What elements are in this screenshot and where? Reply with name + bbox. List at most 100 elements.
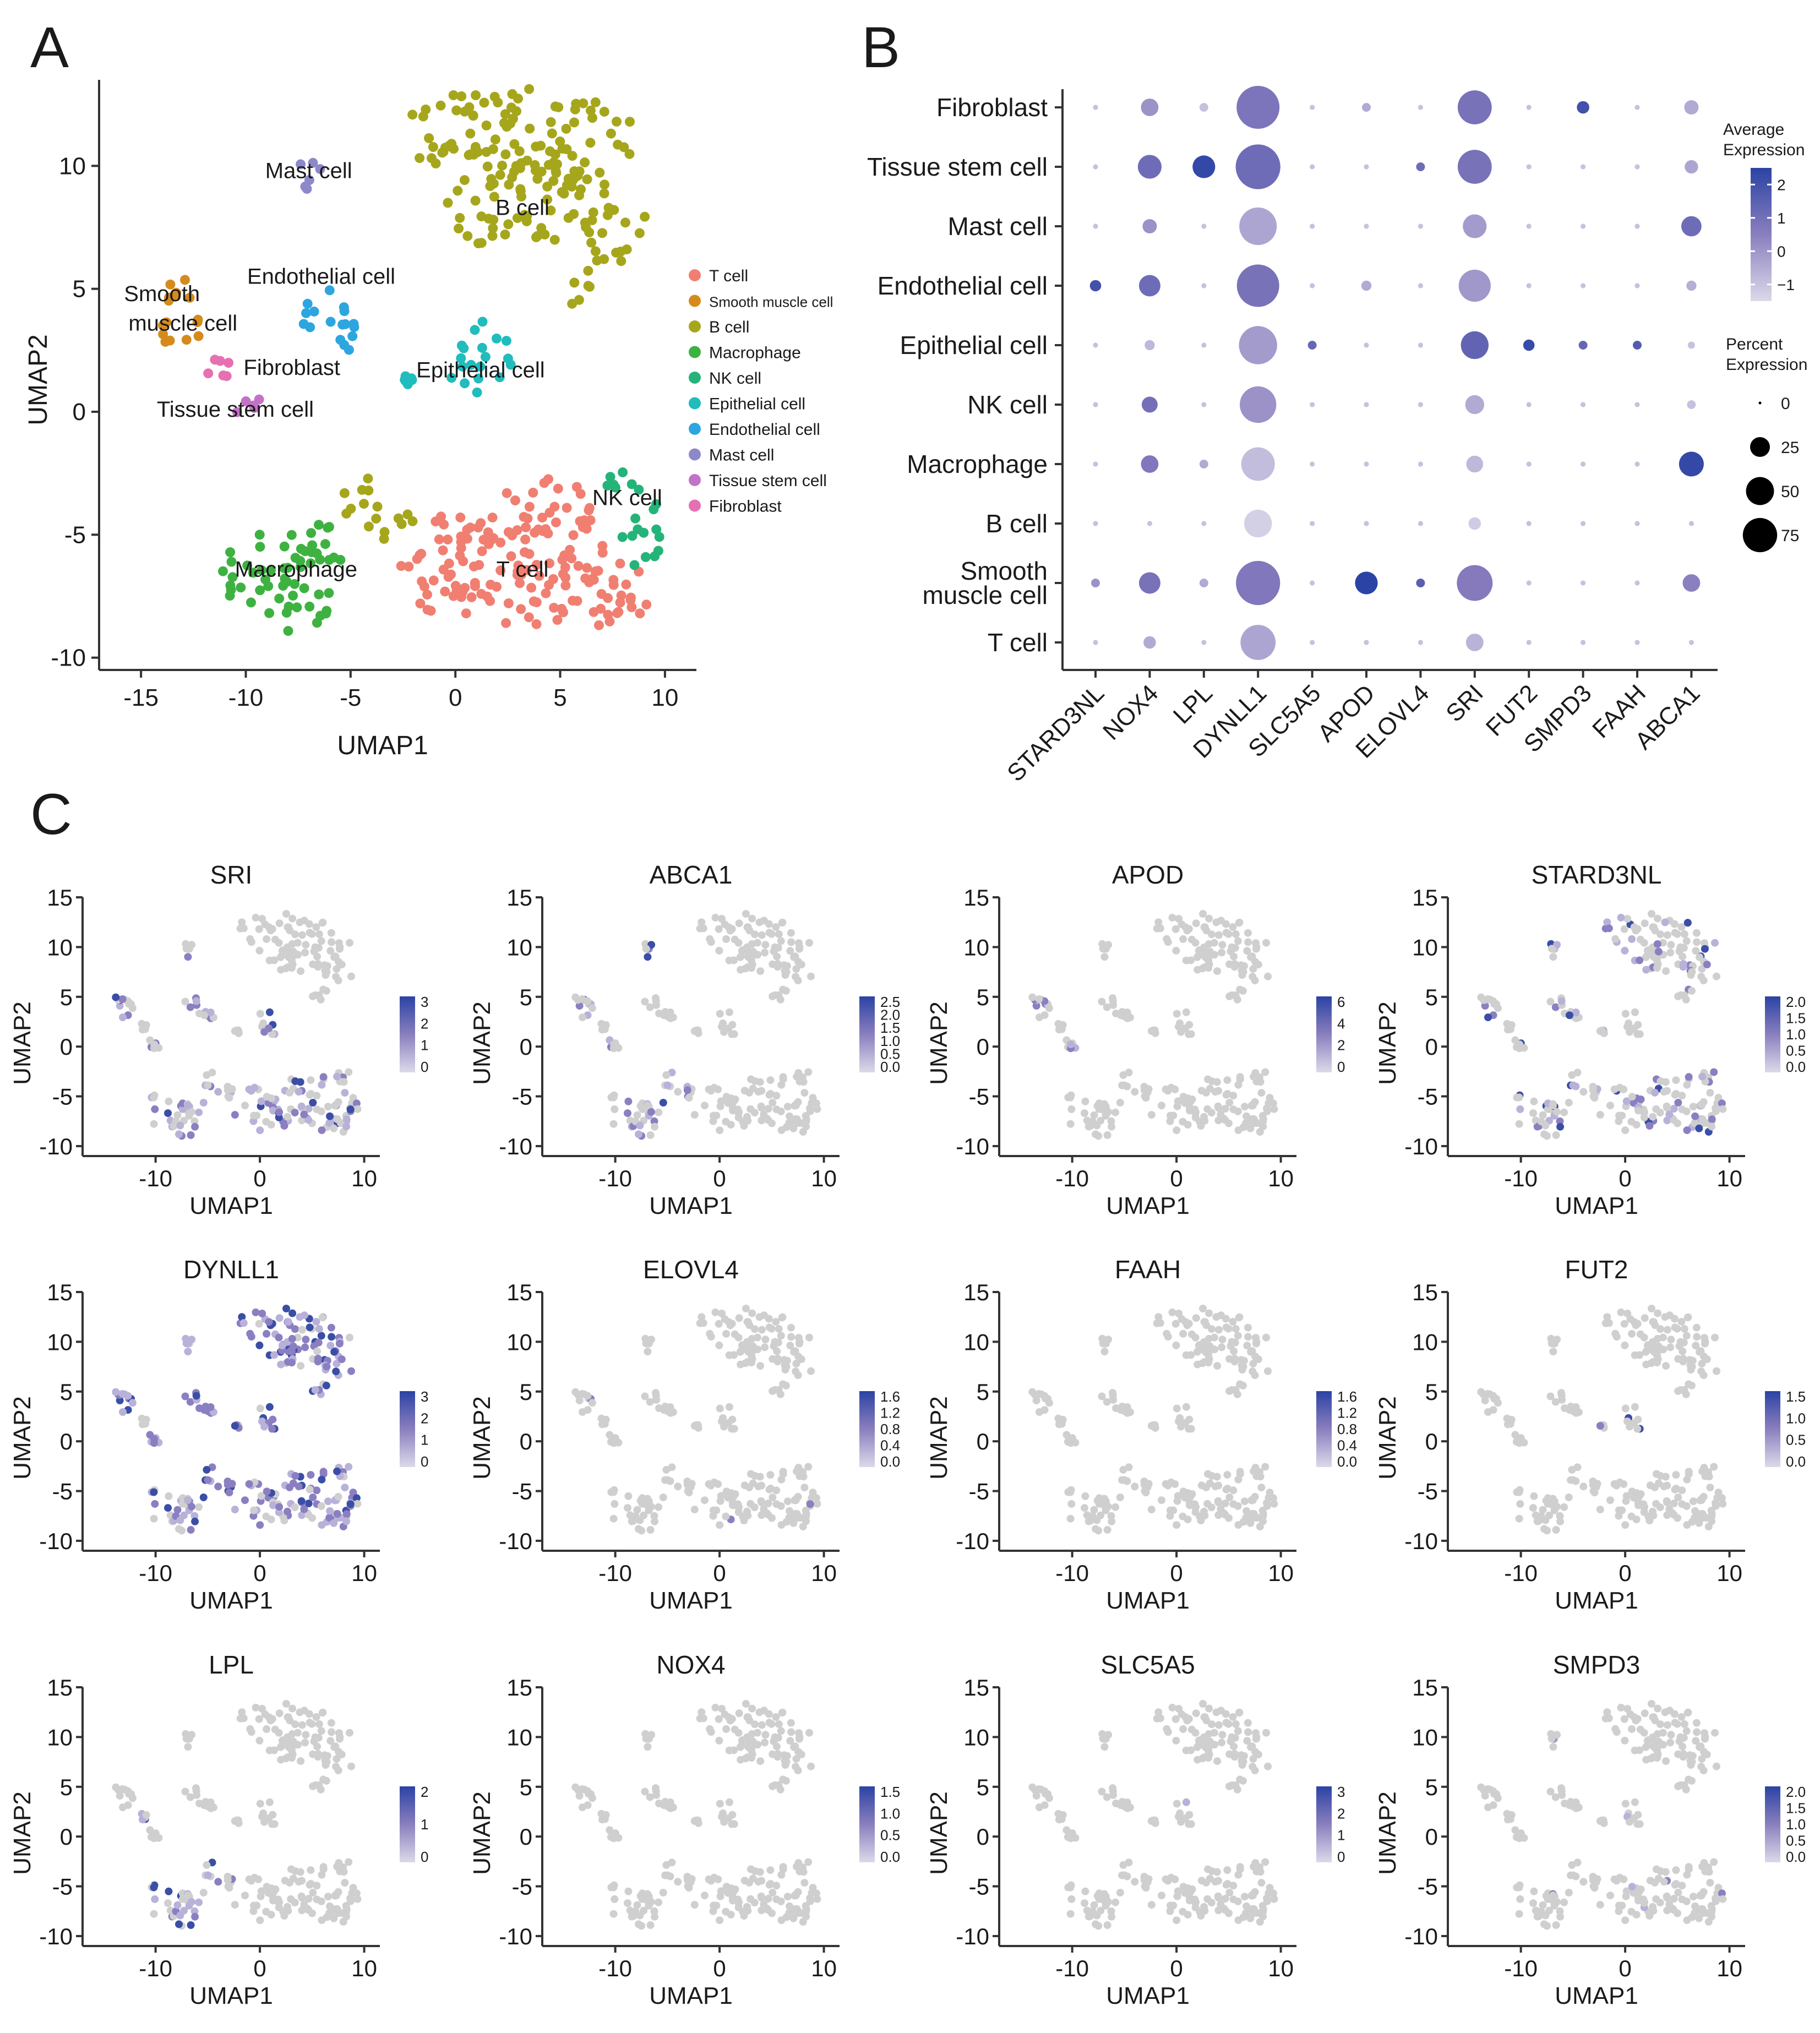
cell-point [546,205,556,216]
cell-point [1167,1111,1174,1120]
cell-point [472,387,482,397]
cell-point [307,540,318,551]
cell-point [1035,1785,1043,1793]
y-tick-label: -10 [39,1923,73,1949]
cell-point [1259,1122,1267,1131]
cell-point [325,1514,334,1522]
x-tick-label: -15 [123,684,159,711]
cell-point [710,1111,717,1120]
cell-point [297,1497,306,1505]
cell-point [1066,1910,1075,1918]
dot-apod [1362,103,1371,112]
cell-point [158,329,168,340]
cell-point [1192,1503,1200,1511]
x-tick-label: -10 [1504,1165,1538,1191]
cell-point [1234,1126,1243,1135]
y-axis-title: UMAP2 [1374,1791,1401,1875]
cell-point [187,1131,195,1139]
cell-point [404,562,414,572]
cell-point [1698,1360,1706,1368]
cell-point [304,1105,313,1113]
cell-point [1565,1099,1573,1107]
cell-point [1552,1898,1561,1906]
cell-point [1701,1735,1709,1743]
cell-point [449,144,459,154]
color-bar-label: 0 [421,1849,428,1865]
cell-point [300,1110,308,1119]
cell-point [711,1703,720,1712]
cell-point [1173,1521,1181,1529]
cell-point [1200,1903,1208,1911]
dot-faah [1634,105,1640,110]
cell-point [715,1736,723,1745]
cell-point [1713,972,1720,980]
cell-point [314,1734,323,1742]
cell-point [802,1517,810,1525]
cell-point [1243,1342,1251,1350]
cell-point [312,1318,320,1326]
cell-point [176,1516,184,1524]
cell-point [1116,1494,1124,1501]
y-axis-title: UMAP2 [925,1001,952,1085]
cell-point [241,1102,249,1110]
y-tick-label: 10 [1412,1724,1438,1750]
cell-point [112,1388,120,1396]
cell-point [594,620,604,630]
cell-point [333,1755,341,1763]
cell-point [1244,929,1252,937]
cell-point [1223,1076,1232,1084]
cell-point [304,1511,313,1519]
cell-point [325,1909,334,1917]
cell-point [553,483,563,494]
cell-point [474,560,484,570]
cell-point [1211,1878,1219,1886]
cell-point [1670,1105,1678,1113]
cell-point [715,1341,723,1349]
cell-point [1221,1906,1229,1914]
cell-point [462,231,473,241]
color-bar [1765,1786,1780,1862]
cell-point [1530,1492,1538,1500]
y-tick-label: 0 [520,1034,532,1060]
cell-point [1670,1906,1678,1914]
cell-point [431,159,441,168]
cell-point [1642,1360,1650,1369]
cell-point [1090,1901,1098,1909]
cell-point [248,568,258,578]
cell-point [1697,1763,1705,1771]
color-bar-label: 0 [1777,243,1786,260]
cell-point [353,1105,362,1113]
cell-point [600,179,609,190]
cell-point [477,342,487,353]
cell-point [1191,1333,1200,1342]
cell-point [1589,1086,1597,1094]
cell-point [743,1903,751,1911]
cell-point [1100,1348,1109,1356]
cell-point [1166,1512,1174,1520]
cell-point [1651,1878,1659,1887]
cell-point [314,944,323,952]
cell-point [1692,947,1700,955]
cell-point [239,924,248,933]
y-tick-label: -5 [52,1479,73,1505]
cell-point [748,1754,755,1762]
cell-point [720,1818,728,1826]
cluster-label: muscle cell [128,312,237,336]
cell-point [1649,1113,1656,1121]
cell-point [662,1861,671,1869]
cell-point [206,1009,215,1016]
cell-point [655,1503,663,1511]
cell-point [1627,1907,1636,1916]
cell-point [435,100,446,111]
cell-point [1120,1871,1129,1879]
y-tick-label: 15 [1412,885,1438,911]
cell-point [1205,1309,1213,1317]
cell-point [1109,997,1117,1005]
cell-point [263,935,271,943]
cell-point [1142,1489,1150,1497]
cell-point [1163,1725,1171,1733]
cell-point [1663,1326,1671,1334]
cell-point [778,1709,786,1717]
cell-point [466,359,476,370]
